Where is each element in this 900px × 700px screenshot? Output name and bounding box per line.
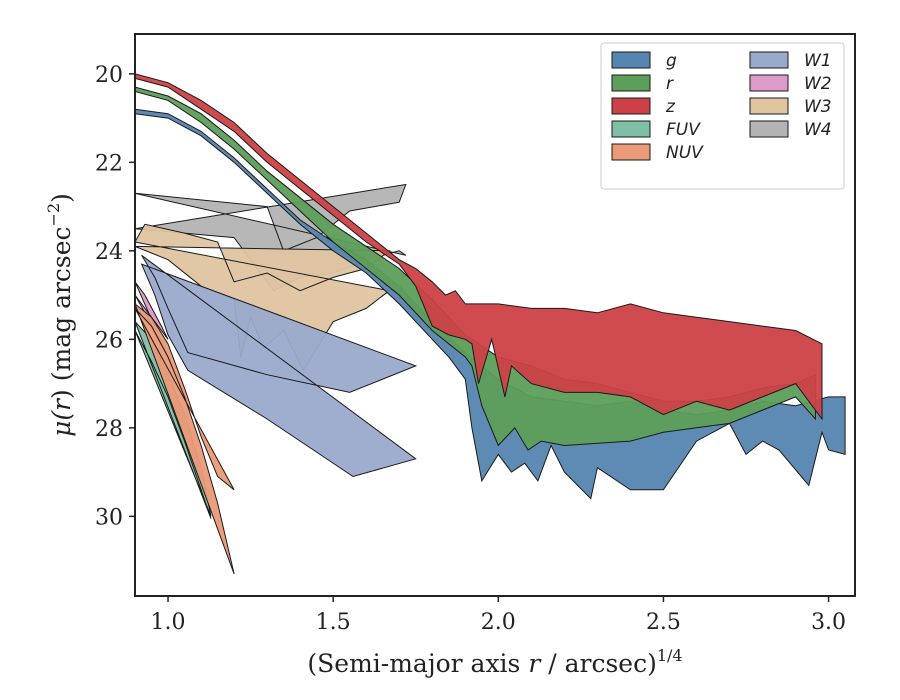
plot-frame [134, 33, 856, 597]
x-tick-label: 2.5 [646, 610, 681, 635]
x-tick-label: 1.5 [316, 610, 351, 635]
legend-swatch-g [611, 51, 651, 69]
x-axis-label: (Semi-major axis r / arcsec)1/4 [307, 646, 682, 678]
legend-swatch-nuv [611, 143, 651, 161]
y-axis-label: μ(r) (mag arcsec−2) [44, 193, 76, 437]
series-area-w1 [140, 254, 418, 478]
legend-label-nuv: NUV [666, 143, 704, 163]
series-areas [135, 73, 846, 575]
legend-swatch-w1 [749, 51, 789, 69]
legend-label-z: z [665, 97, 676, 117]
legend-swatch-w2 [749, 74, 789, 92]
series-area-r [135, 86, 816, 451]
y-tick-label: 28 [95, 417, 123, 442]
legend-label-w3: W3 [804, 97, 832, 117]
series-area-nuv [135, 303, 235, 575]
y-tick-label: 30 [95, 505, 123, 530]
legend-swatch-w3 [749, 97, 789, 115]
legend-swatch-z [611, 97, 651, 115]
y-tick-label: 24 [95, 240, 123, 265]
legend: grz FUV NUV W1 W2 W3 W4 [600, 42, 845, 190]
legend-label-w1: W1 [804, 51, 832, 71]
y-tick-label: 22 [95, 151, 123, 176]
x-axis-ticks: 1.0 1.5 2.0 2.5 3.0 [151, 596, 846, 635]
legend-label-r: r [666, 74, 674, 94]
x-tick-label: 1.0 [151, 610, 186, 635]
x-tick-label: 3.0 [811, 610, 846, 635]
legend-label-w4: W4 [804, 120, 832, 140]
y-axis-ticks: 20 22 24 26 28 30 [95, 63, 135, 530]
legend-label-w2: W2 [804, 74, 832, 94]
x-tick-label: 2.0 [481, 610, 516, 635]
legend-label-fuv: FUV [666, 120, 701, 140]
y-tick-label: 20 [95, 63, 123, 88]
legend-swatch-r [611, 74, 651, 92]
series-area-z [135, 73, 823, 421]
legend-swatch-fuv [611, 120, 651, 138]
legend-label-g: g [666, 51, 677, 71]
legend-swatch-w4 [749, 120, 789, 138]
y-tick-label: 26 [95, 328, 123, 353]
